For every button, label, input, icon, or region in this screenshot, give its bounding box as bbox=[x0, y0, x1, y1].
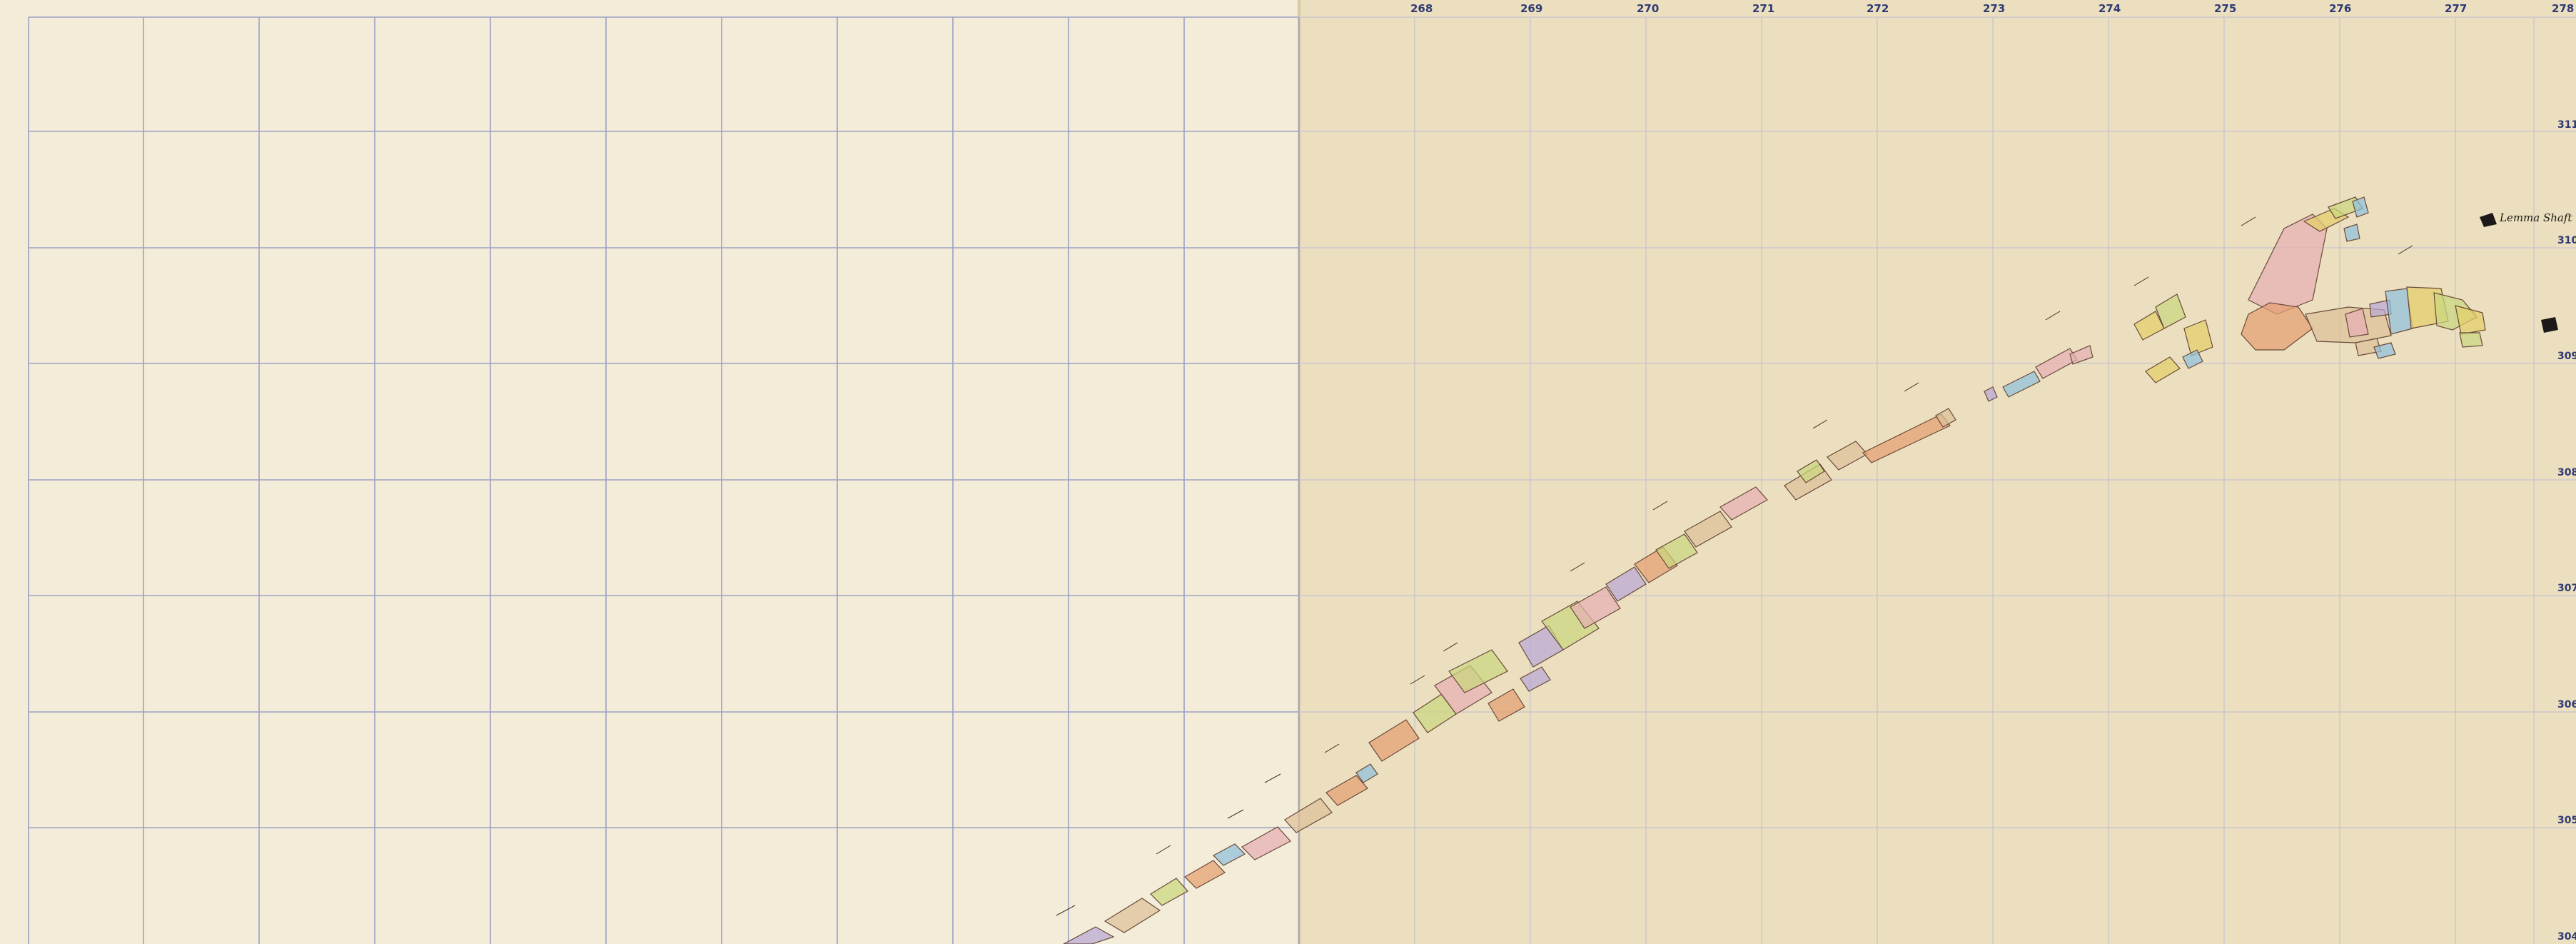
claim-block bbox=[2248, 214, 2328, 315]
claim-annotation-mark bbox=[2398, 245, 2413, 255]
claim-block bbox=[1520, 666, 1551, 692]
top-label: 277 bbox=[2445, 2, 2467, 15]
claim-block bbox=[1184, 860, 1226, 889]
claim-block bbox=[1368, 719, 1420, 762]
top-label: 278 bbox=[2552, 2, 2574, 15]
claim-annotation-mark bbox=[1227, 809, 1244, 819]
claim-block bbox=[2455, 305, 2486, 335]
claim-block bbox=[2002, 371, 2041, 398]
claim-block bbox=[1862, 413, 1951, 463]
claim-annotation-mark bbox=[1652, 501, 1668, 511]
top-label: 274 bbox=[2098, 2, 2121, 15]
side-label: 305 bbox=[2557, 815, 2576, 826]
top-coordinate-labels: 268 269 270 271 272 273 274 275 276 277 … bbox=[1410, 2, 2574, 15]
claim-block bbox=[1325, 775, 1368, 806]
claim-block bbox=[2145, 356, 2181, 383]
top-label: 271 bbox=[1752, 2, 1774, 15]
claim-block bbox=[1984, 386, 1998, 402]
claim-annotation-mark bbox=[1324, 743, 1340, 753]
claim-block bbox=[1150, 878, 1188, 906]
top-label: 275 bbox=[2214, 2, 2236, 15]
top-label: 269 bbox=[1520, 2, 1542, 15]
left-map-sheet bbox=[0, 0, 1299, 944]
claim-annotation-mark bbox=[2045, 311, 2061, 321]
top-label: 270 bbox=[1637, 2, 1659, 15]
shaft-label: Lemma Shaft bbox=[2499, 211, 2572, 224]
claim-block bbox=[2373, 342, 2396, 359]
claim-block bbox=[1827, 441, 1868, 471]
side-label: 309 bbox=[2557, 351, 2576, 362]
claim-block bbox=[1063, 926, 1115, 944]
claim-block bbox=[1684, 511, 1732, 548]
top-label: 273 bbox=[1983, 2, 2005, 15]
claim-annotation-mark bbox=[2133, 276, 2149, 286]
shaft-symbol-icon bbox=[2480, 213, 2497, 227]
claim-annotation-mark bbox=[1443, 642, 1458, 652]
right-map-sheet bbox=[1299, 0, 2576, 944]
side-label: 308 bbox=[2557, 467, 2576, 478]
claim-block bbox=[1355, 763, 1378, 783]
claim-block bbox=[1719, 486, 1768, 521]
claim-annotation-mark bbox=[1570, 562, 1585, 572]
claim-block bbox=[1655, 533, 1698, 569]
claim-annotations bbox=[1056, 216, 2413, 916]
claim-block bbox=[1213, 843, 1246, 866]
side-label: 311 bbox=[2557, 119, 2576, 131]
claim-annotation-mark bbox=[1056, 905, 1076, 916]
claim-annotation-mark bbox=[1812, 419, 1828, 429]
claim-block bbox=[2155, 293, 2186, 329]
claim-block bbox=[1797, 459, 1825, 483]
claim-block bbox=[2183, 319, 2213, 356]
claim-block bbox=[1605, 566, 1647, 602]
claim-block bbox=[2345, 308, 2369, 338]
left-grid bbox=[28, 16, 1300, 944]
claim-block bbox=[1570, 586, 1621, 629]
claim-block bbox=[2069, 345, 2093, 365]
claim-block bbox=[2035, 348, 2078, 379]
side-label: 304 bbox=[2557, 931, 2576, 943]
top-label: 272 bbox=[1867, 2, 1889, 15]
claim-block bbox=[2343, 224, 2360, 242]
claim-block bbox=[2182, 349, 2203, 369]
claim-annotation-mark bbox=[1410, 675, 1425, 685]
claim-block bbox=[2459, 332, 2483, 348]
claim-block bbox=[2241, 302, 2313, 351]
mining-claims bbox=[1063, 196, 2486, 944]
claim-block bbox=[1241, 826, 1291, 860]
claim-block bbox=[2352, 196, 2369, 218]
claim-annotation-mark bbox=[2241, 216, 2256, 226]
claim-block bbox=[1103, 898, 1161, 933]
right-grid bbox=[1299, 16, 2576, 944]
side-label: 310 bbox=[2557, 235, 2576, 246]
claim-block bbox=[1284, 798, 1333, 833]
claim-block bbox=[1448, 649, 1508, 693]
claim-block bbox=[1487, 688, 1525, 722]
top-label: 276 bbox=[2329, 2, 2351, 15]
claim-annotation-mark bbox=[1156, 845, 1171, 855]
side-label: 307 bbox=[2557, 583, 2576, 594]
claim-annotation-mark bbox=[1904, 382, 1919, 392]
side-label: 306 bbox=[2557, 699, 2576, 710]
shaft-markers: Lemma Shaft bbox=[2480, 211, 2572, 333]
claim-block bbox=[1935, 408, 1956, 428]
top-label: 268 bbox=[1410, 2, 1433, 15]
claim-annotation-mark bbox=[1264, 773, 1281, 783]
side-coordinate-labels: 311 310 309 308 307 306 305 304 bbox=[2557, 119, 2576, 943]
shaft-symbol-icon bbox=[2541, 317, 2558, 333]
